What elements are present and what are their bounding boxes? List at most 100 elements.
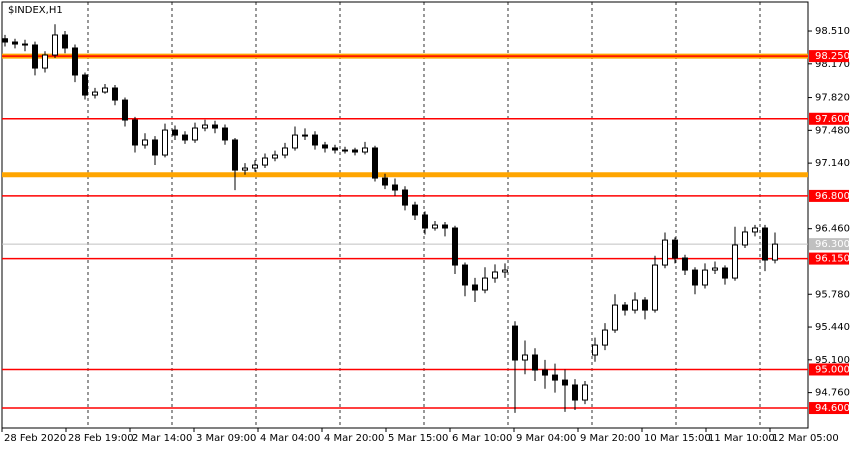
y-tick-label: 95.100 [815,355,850,366]
candle-body [282,147,288,156]
candle-body [232,139,238,171]
candle-body [632,299,638,311]
y-tick-label: 94.760 [815,388,850,399]
x-tick-label: 9 Mar 04:00 [516,433,576,444]
candle-body [362,147,368,153]
candle-body [422,214,428,229]
candle-body [82,74,88,96]
candle-body [622,304,628,311]
plot-frame [1,1,809,429]
candle-body [202,124,208,129]
candle-body [682,257,688,271]
level-label-box [809,252,849,265]
candle-body [512,325,518,361]
y-tick-label: 97.820 [815,93,850,104]
candle-body [532,354,538,371]
x-tick-label: 9 Mar 20:00 [580,433,640,444]
candle-body [172,129,178,136]
candle-body [242,167,248,171]
candle-body [342,149,348,152]
candle-body [312,134,318,146]
candle-body [262,157,268,166]
candle-body [712,267,718,271]
level-label: 97.600 [815,114,850,125]
candle-body [192,127,198,141]
candle-body [462,264,468,286]
candle-body [222,127,228,141]
level-label-box [809,363,849,376]
y-tick-label: 97.140 [815,158,850,169]
x-tick-label: 6 Mar 10:00 [452,433,512,444]
candle-body [42,54,48,69]
candle-body [2,38,8,43]
candle-body [602,329,608,346]
candle-body [592,344,598,356]
candle-body [62,34,68,49]
level-label-box [809,112,849,125]
x-tick-label: 3 Mar 09:00 [196,433,256,444]
x-tick-label: 12 Mar 05:00 [772,433,839,444]
y-tick-label: 96.460 [815,224,850,235]
candle-body [212,124,218,129]
candle-body [442,224,448,229]
candle-body [492,271,498,279]
candle-body [672,239,678,259]
level-label: 96.300 [815,239,850,250]
x-tick-label: 28 Feb 2020 [4,433,66,444]
level-label: 96.800 [815,191,850,202]
candle-body [92,91,98,96]
candle-body [412,204,418,216]
candle-body [732,244,738,279]
candle-body [402,189,408,206]
x-tick-label: 11 Mar 10:00 [708,433,775,444]
candle-body [762,227,768,261]
level-label-box [809,189,849,202]
level-label-box [809,402,849,415]
y-tick-label: 95.780 [815,289,850,300]
candle-body [132,119,138,146]
candle-body [562,379,568,386]
candle-body [182,134,188,141]
candle-body [472,284,478,291]
level-label-box [809,50,849,63]
x-tick-label: 4 Mar 20:00 [324,433,384,444]
candle-body [52,34,58,56]
candle-body [352,149,358,153]
candle-body [332,147,338,151]
candle-body [322,144,328,149]
candle-body [752,227,758,233]
level-label: 96.150 [815,254,850,265]
candle-body [102,87,108,93]
candle-body [32,44,38,69]
y-tick-label: 95.440 [815,322,850,333]
candle-body [652,264,658,311]
candle-body [302,134,308,137]
candle-body [692,269,698,286]
y-tick-label: 97.480 [815,125,850,136]
candle-body [742,231,748,246]
candle-body [112,87,118,101]
candle-body [642,299,648,311]
candle-body [582,384,588,401]
candle-body [662,239,668,266]
candle-body [702,269,708,286]
candle-body [392,184,398,191]
candle-body [142,139,148,146]
candle-body [372,147,378,179]
candle-body [612,304,618,331]
candle-body [572,384,578,401]
candle-body [152,139,158,156]
candle-body [272,154,278,159]
level-label: 98.250 [815,51,850,62]
candle-body [122,99,128,121]
candle-body [12,41,18,45]
candle-body [382,177,388,186]
y-tick-label: 98.510 [815,26,850,37]
x-tick-label: 5 Mar 15:00 [388,433,448,444]
chart-title: $INDEX,H1 [8,5,63,16]
candle-body [542,369,548,376]
candle-body [482,277,488,291]
candle-body [722,267,728,279]
candle-body [552,374,558,381]
